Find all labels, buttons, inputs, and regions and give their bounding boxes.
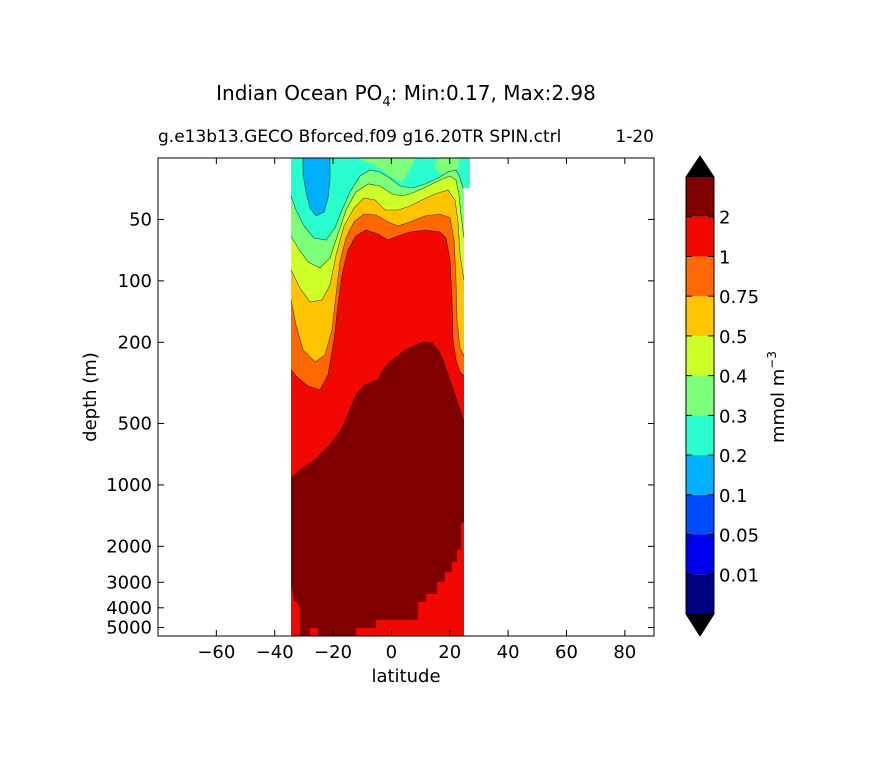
colorbar-segment <box>686 177 714 217</box>
colorbar-segment <box>686 335 714 376</box>
colorbar-tick-label: 0.5 <box>719 327 748 348</box>
y-axis-label: depth (m) <box>80 352 101 442</box>
x-tick-label: 60 <box>555 642 578 663</box>
colorbar-segment <box>686 256 714 297</box>
colorbar-segment <box>686 296 714 336</box>
x-tick-label: 20 <box>438 642 461 663</box>
colorbar-frame <box>685 155 715 637</box>
chart-subtitle-right: 1-20 <box>615 127 654 147</box>
colorbar-tick-label: 0.1 <box>719 486 748 507</box>
y-tick-label: 4000 <box>106 598 152 619</box>
contour-patch-green-right <box>434 158 460 176</box>
y-tick-label: 500 <box>118 413 152 434</box>
y-tick-label: 5000 <box>106 618 152 639</box>
colorbar-segment <box>686 455 714 495</box>
y-tick-label: 1000 <box>106 475 152 496</box>
contour-band-0.2-0.3 <box>291 158 470 240</box>
chart-title: Indian Ocean PO4: Min:0.17, Max:2.98 <box>216 81 596 110</box>
x-tick-label: 80 <box>613 642 636 663</box>
colorbar-segment <box>686 415 714 456</box>
contour-band-0.1-0.2 <box>303 158 330 216</box>
colorbar-tick-label: 0.2 <box>719 446 748 467</box>
colorbar-segment <box>686 216 714 257</box>
x-tick-label: −20 <box>314 642 352 663</box>
colorbar-segment <box>686 494 714 535</box>
contour-lines <box>290 158 465 479</box>
colorbar-extend-low <box>686 614 714 636</box>
colorbar-label: mmol m−3 <box>765 351 789 443</box>
y-tick-label: 100 <box>118 271 152 292</box>
colorbar-extend-high <box>686 156 714 177</box>
colorbar-tick-label: 1 <box>719 247 730 268</box>
colorbar-segment <box>686 375 714 416</box>
contour-field <box>290 158 470 636</box>
colorbar-tick-label: 0.75 <box>719 287 759 308</box>
x-tick-label: 40 <box>497 642 520 663</box>
colorbar-tick-label: 0.01 <box>719 565 759 586</box>
contour-patch-green-top <box>360 158 415 182</box>
x-tick-label: −60 <box>197 642 235 663</box>
y-tick-label: 50 <box>129 209 152 230</box>
x-axis: −60 −40 −20 0 20 40 60 80 <box>197 158 636 663</box>
contour-band-over-2 <box>291 342 464 636</box>
colorbar-tick-label: 0.05 <box>719 526 759 547</box>
colorbar: 0.01 0.05 0.1 0.2 0.3 0.4 0.5 0.75 1 2 <box>685 155 759 637</box>
colorbar-segment <box>686 574 714 614</box>
colorbar-segment <box>686 534 714 575</box>
colorbar-tick-label: 0.3 <box>719 406 748 427</box>
chart-subtitle-left: g.e13b13.GECO Bforced.f09 g16.20TR SPIN.… <box>158 127 561 147</box>
colorbar-tick-label: 0.4 <box>719 367 748 388</box>
x-axis-label: latitude <box>371 666 440 687</box>
x-tick-label: −40 <box>256 642 294 663</box>
plot-area: −60 −40 −20 0 20 40 60 80 50 100 200 500 1000 2000 30… <box>106 157 655 663</box>
colorbar-tick-label: 2 <box>719 208 730 229</box>
y-tick-label: 2000 <box>106 536 152 557</box>
y-tick-label: 200 <box>118 332 152 353</box>
y-tick-label: 3000 <box>106 572 152 593</box>
plot-frame <box>157 157 655 637</box>
x-tick-label: 0 <box>386 642 397 663</box>
